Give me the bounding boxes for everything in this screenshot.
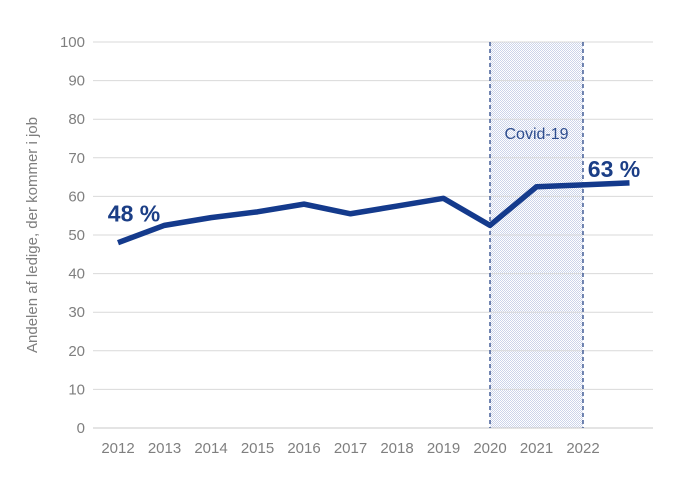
x-tick-label: 2019 [427,440,460,457]
x-tick-label: 2014 [194,440,227,457]
x-tick-label: 2020 [473,440,506,457]
y-tick-label: 50 [68,227,85,244]
y-tick-label: 30 [68,304,85,321]
x-tick-label: 2015 [241,440,274,457]
y-tick-label: 80 [68,111,85,128]
x-tick-label: 2016 [287,440,320,457]
x-tick-label: 2013 [148,440,181,457]
y-axis-title: Andelen af ledige, der kommer i job [24,117,41,353]
y-tick-label: 40 [68,266,85,283]
x-tick-label: 2012 [101,440,134,457]
y-tick-label: 10 [68,381,85,398]
x-tick-label: 2017 [334,440,367,457]
y-tick-label: 0 [77,420,85,437]
y-tick-label: 20 [68,343,85,360]
data-line [117,180,630,246]
x-tick-label: 2021 [520,440,553,457]
y-tick-label: 70 [68,150,85,167]
value-annotation: 48 % [108,201,160,227]
y-tick-label: 60 [68,188,85,205]
covid-band-label: Covid-19 [504,126,568,143]
value-annotation: 63 % [588,156,640,182]
y-tick-label: 90 [68,73,85,90]
x-tick-label: 2018 [380,440,413,457]
y-tick-label: 100 [60,34,85,51]
x-tick-label: 2022 [566,440,599,457]
